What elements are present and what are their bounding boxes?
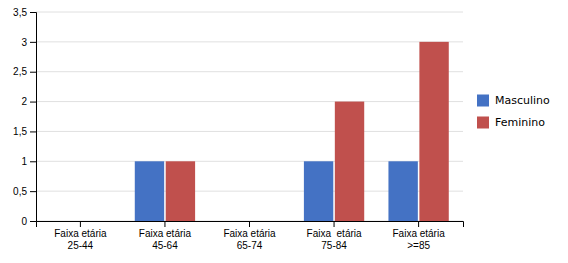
bar <box>419 42 448 221</box>
grid <box>36 12 463 221</box>
tick-label: Faixa etária25-44 <box>54 228 107 251</box>
tick-label: Faixa etária>=85 <box>392 228 445 251</box>
tick-mark <box>30 191 36 192</box>
tick-label: 1,5 <box>13 126 27 137</box>
tick-label: Faixa etária45-64 <box>139 228 192 251</box>
legend-item: Masculino <box>477 94 550 107</box>
tick-label: 3 <box>21 37 27 48</box>
legend-swatch <box>477 95 489 107</box>
bar <box>250 221 279 222</box>
bar <box>335 102 364 221</box>
grid-line <box>36 101 463 102</box>
bar <box>135 161 164 221</box>
legend: Masculino Feminino <box>477 94 550 129</box>
tick-mark <box>30 42 36 43</box>
tick-label: 1 <box>21 156 27 167</box>
bar-series <box>166 42 449 221</box>
axis-line <box>30 13 37 222</box>
bar <box>388 161 417 221</box>
plot: 00,511,522,533,5Faixa etária25-44Faixa e… <box>13 7 463 251</box>
tick: Faixa etária>=85 <box>392 221 445 251</box>
tick-label: 2 <box>21 96 27 107</box>
legend-label: Feminino <box>495 116 545 129</box>
chart: 00,511,522,533,5Faixa etária25-44Faixa e… <box>0 0 568 263</box>
grid-line <box>36 71 463 72</box>
bar <box>50 221 79 222</box>
legend-item: Feminino <box>477 116 545 129</box>
grid-line <box>36 41 463 42</box>
tick: Faixa etária25-44 <box>54 221 107 251</box>
y-axis: 0 0,5 1 1,5 2 2,5 3 3,5 <box>13 7 36 227</box>
tick-mark <box>30 131 36 132</box>
tick-mark <box>30 221 36 222</box>
tick-label: 0 <box>21 216 27 227</box>
bar <box>304 161 333 221</box>
grid-line <box>36 12 463 13</box>
tick-mark <box>334 221 335 227</box>
x-axis: Faixa etária25-44 Faixa etária45-64 Faixa … <box>37 221 464 251</box>
legend-label: Masculino <box>495 94 550 107</box>
tick: Faixa etária45-64 <box>139 221 192 251</box>
tick: Faixa etária75-84 <box>307 221 362 251</box>
tick: 1 <box>21 156 36 167</box>
tick-label: 0,5 <box>13 186 27 197</box>
tick-label: 2,5 <box>13 66 27 77</box>
tick-mark <box>30 12 36 13</box>
bar <box>81 221 110 222</box>
tick-mark <box>30 161 36 162</box>
tick-mark <box>164 221 165 227</box>
bar-series <box>135 161 418 221</box>
tick-label: Faixa etária65-74 <box>223 228 276 251</box>
grid-line <box>36 131 463 132</box>
tick-label: Faixa etária75-84 <box>307 228 362 251</box>
tick: Faixa etária65-74 <box>223 221 276 251</box>
tick-mark <box>30 72 36 73</box>
bars <box>135 42 449 221</box>
tick: 3 <box>21 37 36 48</box>
tick: 3,5 <box>13 7 36 18</box>
tick-label: 3,5 <box>13 7 27 18</box>
tick: 2,5 <box>13 66 36 77</box>
tick-mark <box>80 221 81 227</box>
tick: 1,5 <box>13 126 36 137</box>
bar <box>219 221 248 222</box>
legend-swatch <box>477 117 489 129</box>
tick: 0 <box>21 216 36 227</box>
axis-line <box>37 222 464 228</box>
tick-mark <box>418 221 419 227</box>
tick: 2 <box>21 96 36 107</box>
tick: 0,5 <box>13 186 36 197</box>
bar <box>166 161 195 221</box>
tick-mark <box>30 102 36 103</box>
tick-mark <box>249 221 250 227</box>
